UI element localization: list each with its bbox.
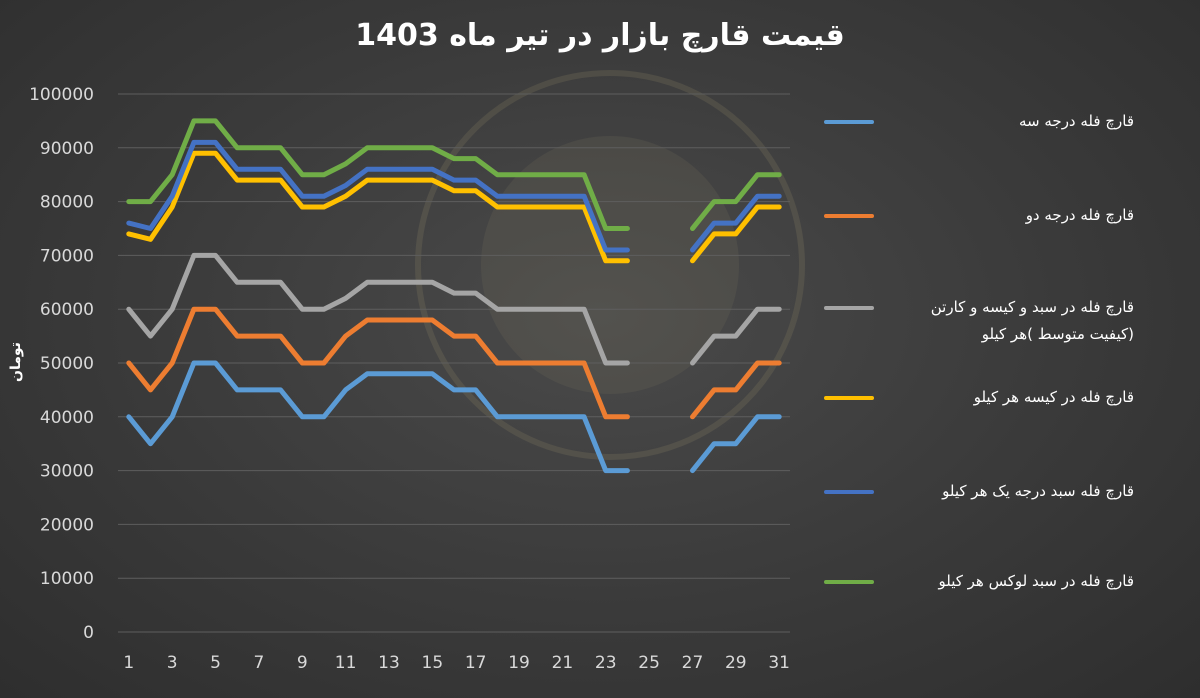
x-tick-label: 27	[682, 653, 704, 673]
x-tick-label: 31	[768, 653, 790, 673]
legend-item-0: قارچ فله درجه سه	[824, 108, 1134, 135]
y-tick-label: 100000	[29, 85, 94, 105]
x-tick-label: 1	[123, 653, 134, 673]
watermark-logo	[415, 70, 805, 460]
y-tick-label: 0	[83, 623, 94, 643]
legend-item-1: قارچ فله درجه دو	[824, 202, 1134, 229]
legend-label: قارچ فله سبد درجه یک هر کیلو	[942, 482, 1134, 500]
legend-item-5: قارچ فله در سبد لوکس هر کیلو	[824, 568, 1134, 595]
legend-item-4: قارچ فله سبد درجه یک هر کیلو	[824, 478, 1134, 505]
y-tick-label: 30000	[40, 462, 94, 482]
series-line-4	[126, 139, 782, 253]
x-tick-label: 9	[297, 653, 308, 673]
x-tick-label: 5	[210, 653, 221, 673]
watermark-logo-inner	[481, 136, 739, 394]
x-tick-label: 13	[378, 653, 400, 673]
legend-label: قارچ فله در سبد لوکس هر کیلو	[938, 572, 1135, 590]
x-tick-label: 7	[253, 653, 264, 673]
legend-label: قارچ فله درجه دو	[1025, 206, 1134, 224]
x-tick-label: 11	[335, 653, 357, 673]
legend-swatch	[824, 396, 874, 400]
x-tick-label: 17	[465, 653, 487, 673]
legend-label: قارچ فله در کیسه هر کیلو	[973, 388, 1134, 406]
legend-swatch	[824, 214, 874, 218]
y-tick-label: 20000	[40, 515, 94, 535]
legend-swatch	[824, 306, 874, 310]
legend-item-3: قارچ فله در کیسه هر کیلو	[824, 384, 1134, 411]
y-axis-ticks: 0 10000 20000 30000 40000 50000 60000 70000 8000…	[29, 85, 94, 643]
legend-swatch	[824, 580, 874, 584]
legend-swatch	[824, 490, 874, 494]
series-line-2	[126, 252, 782, 366]
legend-label: قارچ فله درجه سه	[1019, 112, 1134, 130]
x-tick-label: 21	[552, 653, 574, 673]
legend-swatch	[824, 120, 874, 124]
y-tick-label: 70000	[40, 246, 94, 266]
x-axis-ticks: 1 3 5 7 9 11 13 15 17 19 21 23 25 27 29 31	[123, 653, 790, 673]
x-tick-label: 15	[422, 653, 444, 673]
legend-item-2: قارچ فله در سبد و کیسه و کارتن (کیفیت مت…	[824, 294, 1134, 348]
series-lines	[126, 118, 782, 474]
y-tick-label: 80000	[40, 193, 94, 213]
y-tick-label: 50000	[40, 354, 94, 374]
series-line-5	[126, 118, 782, 231]
x-tick-label: 25	[638, 653, 660, 673]
y-tick-label: 60000	[40, 300, 94, 320]
x-tick-label: 23	[595, 653, 617, 673]
series-line-3	[126, 150, 782, 264]
chart-title: قیمت قارچ بازار در تیر ماه 1403	[355, 18, 845, 53]
x-tick-label: 3	[167, 653, 178, 673]
series-line-0	[126, 360, 782, 474]
legend-label: قارچ فله در سبد و کیسه و کارتن (کیفیت مت…	[930, 298, 1134, 343]
series-line-1	[126, 306, 782, 420]
grid-lines	[118, 93, 790, 633]
y-tick-label: 10000	[40, 569, 94, 589]
x-tick-label: 29	[725, 653, 747, 673]
y-tick-label: 90000	[40, 139, 94, 159]
y-tick-label: 40000	[40, 408, 94, 428]
x-tick-label: 19	[508, 653, 530, 673]
